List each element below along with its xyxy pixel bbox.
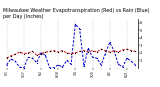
Text: Milwaukee Weather Evapotranspiration (Red) vs Rain (Blue) per Day (Inches): Milwaukee Weather Evapotranspiration (Re… bbox=[3, 8, 150, 19]
